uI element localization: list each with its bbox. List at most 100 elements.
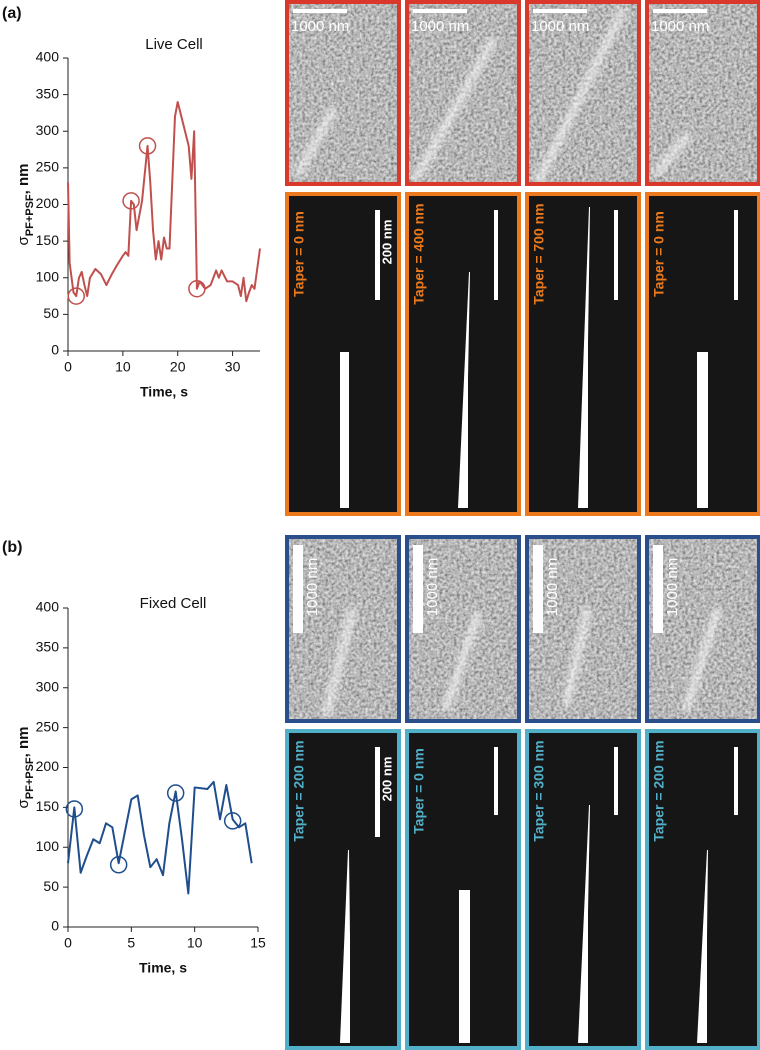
reference-bar: [494, 210, 498, 300]
data-line: [67, 780, 253, 895]
scale-bar-label: 1000 nm: [651, 18, 709, 35]
taper-label: Taper = 200 nm: [651, 740, 667, 841]
y-tick-label: 50: [43, 305, 59, 321]
microtubule-signal: [322, 607, 357, 717]
microtubule-signal: [562, 607, 592, 707]
taper-label: Taper = 0 nm: [291, 211, 307, 297]
scale-bar: [653, 545, 663, 633]
image-frame: [645, 0, 760, 186]
scale-bar: [293, 545, 303, 633]
y-tick-label: 200: [36, 195, 60, 211]
highlight-marker: [138, 137, 157, 155]
scale-bar: [653, 9, 707, 13]
y-tick-label: 350: [36, 85, 60, 101]
highlight-marker: [188, 279, 206, 298]
x-tick-label: 0: [64, 359, 72, 375]
image-frame: [405, 535, 521, 723]
panel-label: (a): [2, 5, 22, 22]
micrograph: [647, 537, 759, 721]
simulation: [645, 729, 760, 1050]
taper-label: Taper = 700 nm: [531, 203, 547, 304]
y-tick-label: 150: [36, 232, 60, 248]
scale-bar-label: 1000 nm: [291, 18, 349, 35]
panel-label: (b): [2, 539, 22, 556]
reference-bar: [494, 747, 498, 815]
y-tick-label: 150: [36, 798, 60, 814]
y-tick-label: 300: [36, 678, 60, 694]
x-tick-label: 10: [115, 359, 131, 375]
taper-label: Taper = 0 nm: [411, 748, 427, 834]
y-axis-label-symbol: σ: [15, 798, 32, 808]
reference-bar: [734, 210, 738, 300]
taper-label: Taper = 300 nm: [531, 740, 547, 841]
scale-bar: [413, 545, 423, 633]
highlight-marker: [122, 192, 140, 210]
microtubule-signal: [412, 37, 497, 182]
highlight-marker: [223, 812, 242, 830]
protofilament-taper: [340, 850, 350, 1043]
protofilament-bar: [697, 352, 708, 508]
x-tick-label: 30: [225, 359, 241, 375]
protofilament-taper: [697, 850, 708, 1043]
y-tick-label: 350: [36, 639, 60, 655]
taper-label: Taper = 0 nm: [651, 211, 667, 297]
simulation: [525, 729, 641, 1050]
highlight-marker: [65, 800, 84, 818]
microtubule-signal: [294, 107, 337, 177]
x-tick-label: 0: [64, 935, 72, 951]
y-tick-label: 250: [36, 718, 60, 734]
y-tick-label: 400: [36, 49, 60, 65]
scale-bar-label: 1000 nm: [304, 558, 321, 616]
x-axis-label: Time, s: [139, 960, 187, 976]
protofilament-bar: [340, 352, 349, 508]
microtubule-signal: [534, 7, 627, 185]
micrograph: [407, 537, 519, 721]
highlight-marker: [67, 287, 85, 305]
microtubule-signal: [682, 607, 722, 712]
image-frame: [405, 0, 521, 186]
y-axis-label: σPF+PSF, nm: [15, 727, 36, 809]
scale-bar-label: 1000 nm: [664, 558, 681, 616]
image-frame: [285, 535, 401, 723]
sim-scale-label: 200 nm: [379, 220, 394, 265]
scale-bar: [413, 9, 467, 13]
y-tick-label: 200: [36, 758, 60, 774]
x-tick-label: 10: [187, 935, 203, 951]
protofilament-taper: [458, 272, 470, 508]
protofilament-bar: [459, 890, 470, 1043]
x-tick-label: 20: [170, 359, 186, 375]
y-tick-label: 50: [43, 878, 59, 894]
highlight-marker: [109, 856, 128, 874]
chart-title: Live Cell: [145, 36, 203, 53]
y-tick-label: 100: [36, 268, 60, 284]
protofilament-taper: [578, 805, 590, 1043]
microtubule-signal: [652, 132, 692, 177]
x-tick-label: 15: [250, 935, 266, 951]
y-tick-label: 0: [51, 918, 59, 934]
scale-bar: [293, 9, 347, 13]
scale-bar: [533, 9, 587, 13]
scale-bar-label: 1000 nm: [544, 558, 561, 616]
sim-scale-bar: [375, 747, 380, 837]
scale-bar-label: 1000 nm: [531, 18, 589, 35]
micrograph: [287, 537, 399, 721]
x-tick-label: 5: [127, 935, 135, 951]
scale-bar-label: 1000 nm: [411, 18, 469, 35]
y-axis-label-subscript: PF+PSF: [24, 194, 36, 236]
reference-bar: [614, 747, 618, 815]
y-tick-label: 300: [36, 122, 60, 138]
y-axis-label-unit: , nm: [15, 164, 32, 195]
sim-scale-bar: [375, 210, 380, 300]
taper-label: Taper = 200 nm: [291, 740, 307, 841]
scale-bar-label: 1000 nm: [424, 558, 441, 616]
y-tick-label: 400: [36, 599, 60, 615]
data-line: [67, 100, 261, 303]
micrograph: [647, 2, 759, 184]
image-frame: [525, 0, 641, 186]
image-frame: [285, 0, 401, 186]
sim-scale-label: 200 nm: [379, 757, 394, 802]
scale-bar: [533, 545, 543, 633]
y-tick-label: 100: [36, 838, 60, 854]
y-axis-label-unit: , nm: [15, 727, 32, 758]
